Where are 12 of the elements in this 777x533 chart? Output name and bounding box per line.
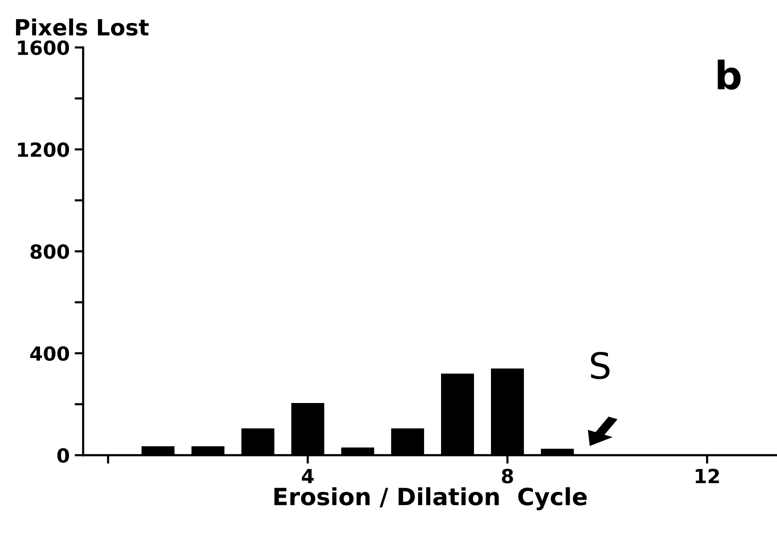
annotation: b [718, 60, 741, 90]
x-axis-title: Erosion / Dilation Cycle [274, 487, 587, 510]
y-tick-label: 0 [57, 448, 70, 463]
annotation: S [590, 352, 610, 380]
x-tick-label: 12 [696, 468, 719, 484]
x-tick-label: 8 [502, 468, 513, 484]
y-tick-label: 1600 [18, 40, 70, 56]
x-tick-label: 4 [302, 468, 314, 484]
y-tick-label: 800 [30, 244, 70, 259]
y-axis-title: Pixels Lost [16, 18, 149, 36]
y-tick-label: 400 [30, 346, 70, 361]
y-tick-label: 1200 [18, 142, 70, 158]
